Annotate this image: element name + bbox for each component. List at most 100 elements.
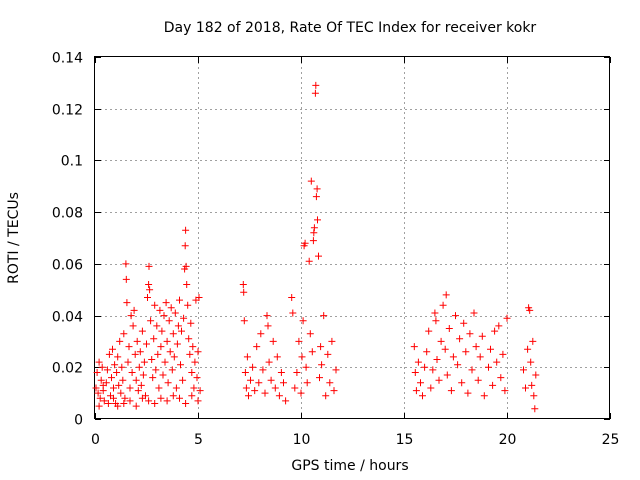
data-point [265, 358, 273, 366]
data-point [189, 343, 197, 351]
data-point [259, 366, 267, 374]
data-point [427, 384, 435, 392]
data-point [282, 397, 290, 405]
data-point [439, 301, 447, 309]
data-point [163, 337, 171, 345]
data-point [138, 394, 146, 402]
data-point [495, 322, 503, 330]
data-point [150, 335, 158, 343]
data-point [305, 257, 313, 265]
data-point [419, 392, 426, 400]
data-point [122, 260, 130, 268]
data-point [275, 392, 283, 400]
data-point [466, 330, 474, 338]
data-point [178, 327, 185, 335]
data-point [92, 384, 100, 392]
y-tick-label: 0.14 [52, 51, 83, 67]
data-point [160, 312, 168, 320]
data-point [144, 294, 151, 301]
chart-title: Day 182 of 2018, Rate Of TEC Index for r… [164, 20, 537, 36]
data-point [159, 371, 167, 379]
data-point [123, 299, 131, 307]
data-point [187, 319, 195, 327]
data-point [240, 288, 248, 296]
data-point [169, 330, 177, 338]
data-point [417, 379, 424, 387]
data-point [140, 358, 148, 366]
data-point [188, 369, 196, 376]
data-point [183, 281, 191, 288]
data-point [322, 392, 330, 400]
data-point [298, 353, 306, 361]
data-point [169, 392, 177, 400]
data-point [139, 371, 147, 379]
data-point [487, 345, 494, 353]
data-point [411, 369, 419, 376]
data-point [243, 353, 251, 361]
data-point [151, 400, 159, 407]
data-point [318, 361, 326, 369]
data-point [130, 306, 138, 314]
data-point [95, 402, 103, 410]
data-point [111, 361, 119, 369]
data-point [295, 337, 303, 345]
data-point [288, 294, 296, 301]
data-point [530, 392, 538, 400]
data-point [115, 381, 123, 389]
data-point [425, 327, 433, 335]
data-point [146, 286, 154, 294]
data-point [454, 361, 462, 369]
data-point [299, 317, 307, 325]
data-point [99, 381, 107, 389]
data-point [269, 337, 277, 345]
data-point [432, 317, 440, 325]
data-point [143, 340, 150, 348]
x-tick-label: 20 [499, 432, 517, 448]
data-point [126, 397, 134, 405]
data-point [306, 330, 314, 338]
data-point [117, 389, 125, 397]
data-point [456, 335, 464, 343]
data-point [121, 394, 129, 402]
data-point [94, 389, 102, 397]
data-point [186, 350, 194, 358]
data-point [145, 262, 153, 270]
data-point [421, 363, 429, 371]
data-point [289, 309, 297, 317]
data-point [128, 369, 136, 376]
data-point [310, 224, 318, 232]
data-point [309, 237, 317, 245]
data-point [170, 353, 178, 361]
data-point [110, 384, 117, 392]
data-point [480, 392, 488, 400]
grid-lines [95, 57, 610, 419]
data-point [126, 384, 134, 392]
data-point [330, 387, 338, 395]
data-point [332, 366, 340, 374]
data-point [302, 363, 310, 371]
data-point [116, 337, 124, 345]
data-point [136, 348, 144, 356]
data-point [320, 312, 328, 320]
data-point [174, 322, 182, 330]
data-point [171, 309, 179, 317]
data-point [280, 379, 287, 387]
data-point [98, 363, 106, 371]
data-point [172, 384, 180, 392]
data-point [156, 306, 164, 314]
data-point [127, 312, 135, 320]
data-point [105, 350, 113, 358]
data-point [263, 312, 271, 320]
data-point [240, 317, 248, 325]
data-point [491, 327, 499, 335]
data-point [261, 389, 269, 397]
x-axis-label: GPS time / hours [291, 458, 408, 474]
data-point [249, 363, 257, 371]
data-point [154, 350, 162, 358]
data-point [119, 376, 127, 384]
data-point [264, 322, 272, 330]
data-point [499, 350, 507, 358]
data-point [303, 379, 311, 387]
data-point [433, 356, 441, 363]
data-point [180, 314, 188, 322]
